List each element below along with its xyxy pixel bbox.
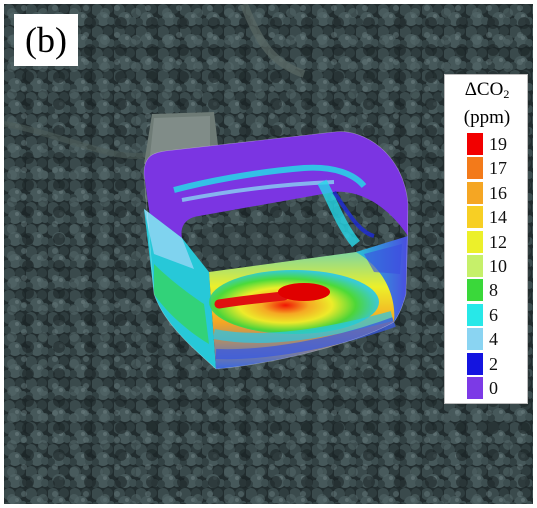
legend-tick-label: 10	[489, 256, 507, 276]
legend-swatch	[467, 157, 483, 180]
legend-swatch	[467, 328, 483, 351]
legend-title-main: ΔCO	[464, 79, 504, 100]
legend-swatch	[467, 303, 483, 326]
legend-swatch	[467, 206, 483, 229]
legend-tick-label: 12	[489, 231, 507, 252]
legend-swatch	[467, 181, 483, 204]
figure: (b) ΔCO2 (ppm) 19 17 16 14 12 10 8 6 4 2 0	[4, 4, 533, 504]
legend-tick-label: 14	[489, 207, 507, 228]
color-legend: ΔCO2 (ppm) 19 17 16 14 12 10 8 6 4 2 0	[444, 74, 528, 404]
legend-tick-label: 19	[489, 134, 507, 154]
legend-swatch	[467, 279, 483, 302]
legend-title-sub: 2	[503, 87, 510, 101]
legend-tick-label: 2	[489, 353, 498, 374]
legend-tick-label: 16	[489, 182, 507, 203]
legend-swatch	[467, 352, 483, 375]
legend-swatch	[467, 230, 483, 253]
legend-tick-label: 0	[489, 378, 498, 398]
legend-tick-label: 6	[489, 304, 498, 325]
legend-swatch	[467, 377, 483, 399]
legend-tick-label: 17	[489, 158, 507, 179]
legend-swatch	[467, 133, 483, 155]
panel-label: (b)	[14, 14, 78, 66]
legend-unit: (ppm)	[463, 107, 511, 128]
legend-tick-label: 4	[489, 329, 498, 350]
legend-title: ΔCO2 (ppm)	[445, 78, 529, 129]
legend-tick-label: 8	[489, 280, 498, 301]
legend-swatch	[467, 255, 483, 277]
